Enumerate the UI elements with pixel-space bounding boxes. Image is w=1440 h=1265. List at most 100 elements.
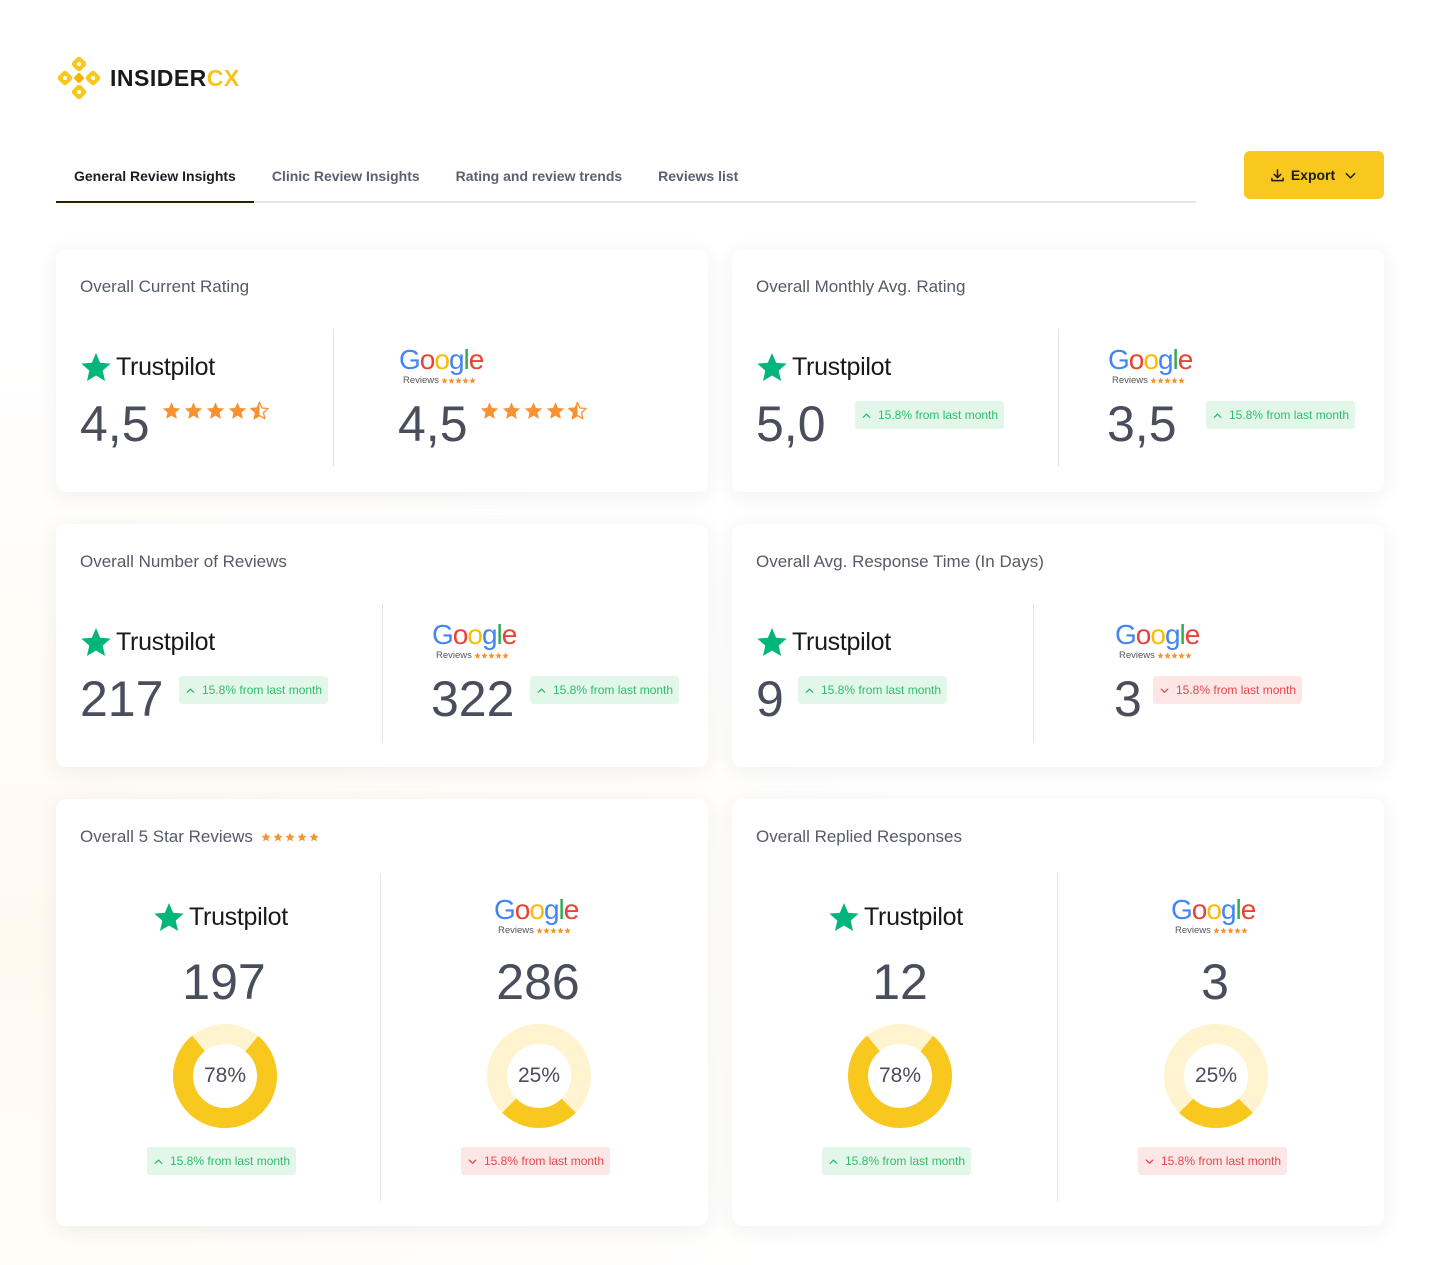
brand-logo[interactable]: INSIDERCX — [56, 55, 240, 101]
card-avg-response-time: Overall Avg. Response Time (In Days) Tru… — [732, 524, 1384, 767]
chevron-down-icon — [1160, 687, 1169, 693]
trustpilot-star-icon — [154, 903, 184, 931]
card-monthly-avg-rating: Overall Monthly Avg. Rating Trustpilot 5… — [732, 249, 1384, 492]
donut-fill — [1164, 1024, 1268, 1128]
trustpilot-star-icon — [757, 353, 787, 381]
star-full-icon — [162, 402, 181, 419]
google-five-star-donut: 25% — [487, 1024, 591, 1128]
star-full-icon — [546, 402, 565, 419]
card-current-rating: Overall Current Rating Trustpilot 4,5 Go… — [56, 249, 708, 492]
card-title: Overall 5 Star Reviews — [80, 827, 319, 847]
mini-star-icon — [1164, 652, 1171, 659]
mini-star-icon — [469, 377, 476, 384]
google-reviews-logo: Google Reviews — [1115, 619, 1200, 662]
mini-star-icon — [285, 832, 295, 842]
chevron-up-icon — [805, 687, 814, 693]
donut-percent-label: 25% — [1194, 1064, 1238, 1087]
mini-star-icon — [1178, 377, 1185, 384]
donut-percent-label: 78% — [203, 1064, 247, 1087]
chevron-up-icon — [537, 687, 546, 693]
trustpilot-change-badge: 15.8% from last month — [147, 1147, 297, 1175]
donut-percent-label: 25% — [517, 1064, 561, 1087]
google-response-days: 3 — [1114, 671, 1142, 727]
google-reviews-logo: Google Reviews — [1171, 894, 1256, 937]
trustpilot-star-icon — [81, 353, 111, 381]
google-replied-donut: 25% — [1164, 1024, 1268, 1128]
chevron-up-icon — [829, 1158, 838, 1164]
mini-star-icon — [297, 832, 307, 842]
mini-star-icon — [1220, 927, 1227, 934]
donut-fill — [487, 1024, 591, 1128]
tab-bar: General Review Insights Clinic Review In… — [56, 151, 1196, 203]
mini-star-icon — [1157, 377, 1164, 384]
google-monthly-value: 3,5 — [1107, 396, 1177, 452]
donut-percent-label: 78% — [878, 1064, 922, 1087]
mini-star-icon — [488, 652, 495, 659]
trustpilot-star-icon — [829, 903, 859, 931]
trustpilot-star-icon — [81, 628, 111, 656]
mini-star-icon — [455, 377, 462, 384]
google-reviews-logo: Google Reviews — [432, 619, 517, 662]
change-text: 15.8% from last month — [553, 683, 674, 697]
mini-star-icon — [1227, 927, 1234, 934]
google-rating-stars — [480, 401, 587, 420]
trustpilot-logo: Trustpilot — [80, 625, 215, 659]
mini-star-icon — [1171, 652, 1178, 659]
mini-star-icon — [564, 927, 571, 934]
mini-star-icon — [536, 927, 543, 934]
trustpilot-star-icon — [757, 628, 787, 656]
trustpilot-change-badge: 15.8% from last month — [822, 1147, 972, 1175]
mini-star-icon — [550, 927, 557, 934]
change-text: 15.8% from last month — [821, 683, 942, 697]
five-stars-icon — [261, 832, 319, 842]
trustpilot-response-days: 9 — [756, 671, 784, 727]
trustpilot-replied-donut: 78% — [848, 1024, 952, 1128]
mini-star-icon — [1178, 652, 1185, 659]
mini-star-icon — [1241, 927, 1248, 934]
mini-star-icon — [557, 927, 564, 934]
change-text: 15.8% from last month — [170, 1154, 291, 1168]
google-reviews-count: 322 — [431, 671, 515, 727]
trustpilot-change-badge: 15.8% from last month — [179, 676, 329, 704]
card-number-of-reviews: Overall Number of Reviews Trustpilot 217… — [56, 524, 708, 767]
card-title: Overall Current Rating — [80, 277, 250, 296]
trustpilot-change-badge: 15.8% from last month — [798, 676, 948, 704]
google-change-badge: 15.8% from last month — [1206, 401, 1356, 429]
trustpilot-logo: Trustpilot — [153, 900, 288, 934]
mini-star-icon — [462, 377, 469, 384]
tab-general-review-insights[interactable]: General Review Insights — [56, 151, 254, 203]
change-text: 15.8% from last month — [1176, 683, 1297, 697]
trustpilot-five-star-donut: 78% — [173, 1024, 277, 1128]
google-change-badge: 15.8% from last month — [1138, 1147, 1288, 1175]
google-change-badge: 15.8% from last month — [1153, 676, 1303, 704]
trustpilot-rating-value: 4,5 — [80, 396, 150, 452]
star-full-icon — [184, 402, 203, 419]
trustpilot-reviews-count: 217 — [80, 671, 164, 727]
donut-ring — [848, 1024, 952, 1128]
chevron-up-icon — [186, 687, 195, 693]
donut-ring — [173, 1024, 277, 1128]
google-five-star-count: 286 — [496, 954, 580, 1010]
tab-rating-and-review-trends[interactable]: Rating and review trends — [455, 168, 623, 184]
card-title: Overall Replied Responses — [756, 827, 962, 846]
trustpilot-replied-count: 12 — [872, 954, 928, 1010]
trustpilot-monthly-value: 5,0 — [756, 396, 826, 452]
export-button[interactable]: Export — [1244, 151, 1384, 199]
mini-star-icon — [448, 377, 455, 384]
mini-star-icon — [1164, 377, 1171, 384]
star-full-icon — [502, 402, 521, 419]
tab-clinic-review-insights[interactable]: Clinic Review Insights — [271, 168, 420, 184]
google-change-badge: 15.8% from last month — [530, 676, 680, 704]
mini-star-icon — [1150, 377, 1157, 384]
chevron-up-icon — [862, 412, 871, 418]
card-five-star-reviews: Overall 5 Star Reviews Trustpilot 197 78… — [56, 799, 708, 1226]
tab-reviews-list[interactable]: Reviews list — [658, 168, 739, 184]
mini-star-icon — [495, 652, 502, 659]
change-text: 15.8% from last month — [202, 683, 323, 697]
trustpilot-logo: Trustpilot — [828, 900, 963, 934]
mini-star-icon — [1157, 652, 1164, 659]
card-title: Overall Monthly Avg. Rating — [756, 277, 966, 296]
mini-star-icon — [1213, 927, 1220, 934]
donut-ring — [1164, 1024, 1268, 1128]
google-replied-count: 3 — [1201, 954, 1229, 1010]
